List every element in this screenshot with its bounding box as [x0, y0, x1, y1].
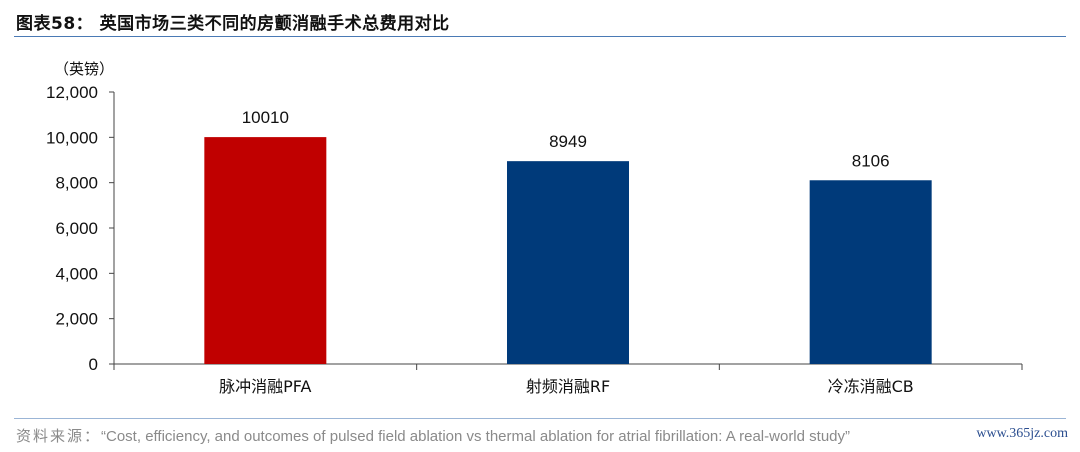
chart-title: 图表58： 英国市场三类不同的房颤消融手术总费用对比 — [16, 14, 450, 34]
y-tick-label: 4,000 — [55, 264, 98, 283]
bar-1 — [204, 137, 327, 364]
y-tick-label: 2,000 — [55, 310, 98, 329]
footer-divider — [14, 418, 1066, 419]
x-category-label: 冷冻消融CB — [828, 377, 914, 396]
y-unit-label: （英镑） — [54, 60, 114, 78]
y-tick-label: 8,000 — [55, 174, 98, 193]
y-tick-label: 6,000 — [55, 219, 98, 238]
bar-chart: （英镑） 0 2,000 4,000 6,000 8,000 10,000 12,000 10… — [46, 60, 1023, 396]
data-label: 10010 — [242, 108, 289, 127]
y-tick-label: 12,000 — [46, 83, 98, 102]
x-category-label: 射频消融RF — [526, 377, 610, 396]
source-note: 资料来源：“Cost, efficiency, and outcomes of … — [16, 425, 1066, 446]
source-label: 资料来源： — [16, 428, 102, 445]
watermark: www.365jz.com — [976, 426, 1068, 442]
y-tick-label: 10,000 — [46, 128, 98, 147]
title-bar: 图表58： 英国市场三类不同的房颤消融手术总费用对比 — [14, 6, 1066, 37]
source-text: “Cost, efficiency, and outcomes of pulse… — [101, 428, 850, 445]
x-category-label: 脉冲消融PFA — [219, 377, 311, 396]
data-label: 8106 — [852, 151, 890, 170]
bar-3 — [809, 180, 932, 364]
data-label: 8949 — [549, 132, 587, 151]
y-tick-label: 0 — [89, 355, 98, 374]
bar-2 — [507, 161, 629, 364]
